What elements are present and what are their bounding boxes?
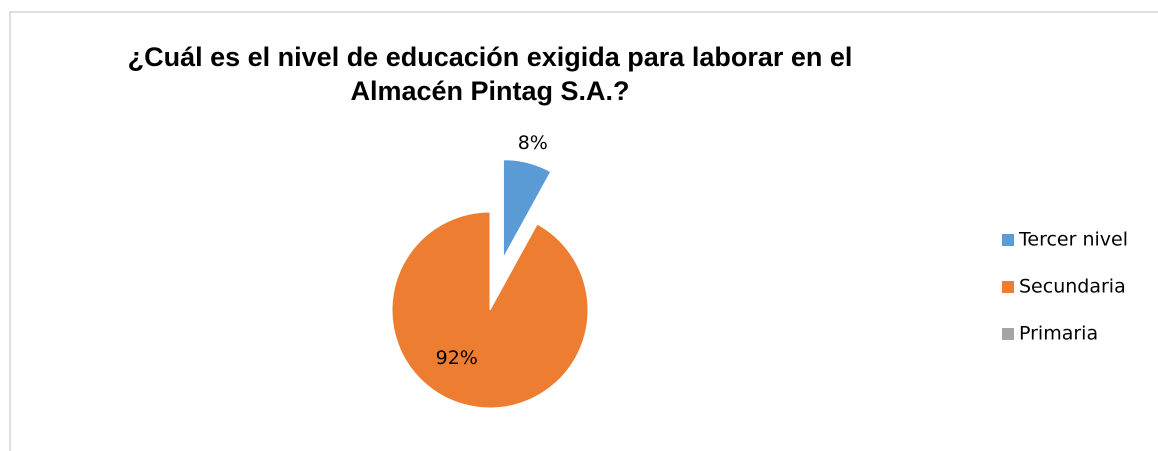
legend-swatch [1002, 234, 1014, 246]
legend-label: Primaria [1019, 323, 1098, 345]
pie-slice [502, 159, 552, 258]
legend-label: Tercer nivel [1018, 229, 1128, 251]
data-label: 92% [436, 347, 478, 369]
pie-slice [391, 211, 589, 409]
data-label: 8% [518, 132, 548, 154]
chart-border [9, 11, 1158, 451]
chart-title: ¿Cuál es el nivel de educación exigida p… [127, 42, 853, 106]
legend-swatch [1002, 281, 1014, 293]
legend-label: Secundaria [1019, 276, 1126, 298]
legend-swatch [1002, 328, 1014, 340]
